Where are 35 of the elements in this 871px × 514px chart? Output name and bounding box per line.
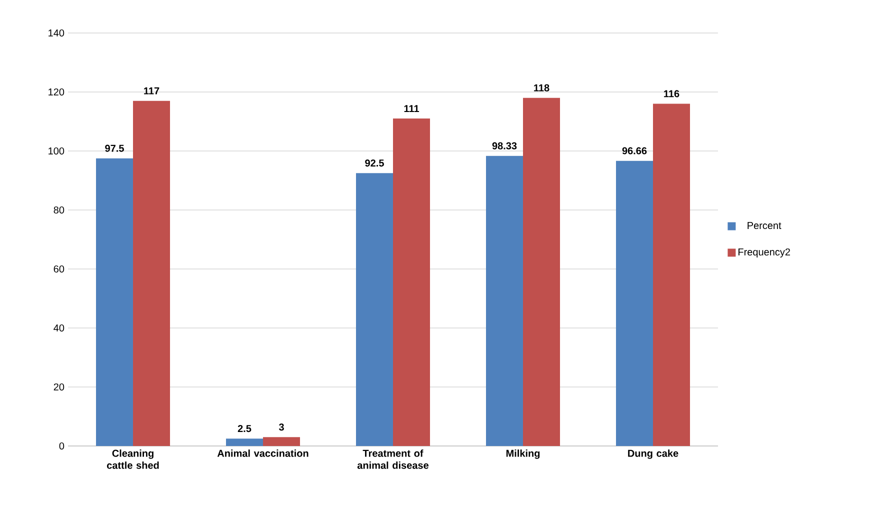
x-tick-label: Dung cake <box>628 450 678 459</box>
bar <box>652 104 690 446</box>
bar <box>522 98 560 446</box>
data-label: 97.5 <box>105 144 124 152</box>
bar <box>393 118 430 446</box>
data-label: 116 <box>664 90 680 98</box>
x-tick-label: Cleaning cattle shed <box>107 450 159 469</box>
data-label: 118 <box>534 84 550 92</box>
bar <box>356 173 394 446</box>
y-tick-label: 0 <box>59 442 64 450</box>
y-tick-label: 40 <box>54 324 64 332</box>
x-tick-label: Milking <box>506 450 540 459</box>
bar <box>226 438 264 446</box>
data-label: 92.5 <box>365 160 384 167</box>
data-label: 2.5 <box>238 425 252 432</box>
data-label: 98.33 <box>492 142 517 150</box>
data-label: 3 <box>278 424 284 431</box>
bar <box>263 437 300 446</box>
x-tick-label: Treatment of animal disease <box>357 450 429 469</box>
data-label: 96.66 <box>622 147 647 154</box>
y-tick-label: 100 <box>48 147 64 155</box>
legend-label: Percent <box>748 222 782 230</box>
y-tick-label: 120 <box>48 88 64 96</box>
y-tick-label: 20 <box>54 383 64 391</box>
y-tick-label: 60 <box>54 265 64 273</box>
y-tick-label: 80 <box>54 206 64 214</box>
data-label: 111 <box>404 105 420 112</box>
y-tick-label: 140 <box>48 29 64 37</box>
bar <box>96 158 134 446</box>
data-label: 117 <box>144 87 160 94</box>
bar <box>616 160 653 446</box>
bar <box>486 156 523 446</box>
x-tick-label: Animal vaccination <box>217 450 308 457</box>
legend-label: Frequency2 <box>738 248 790 258</box>
bar <box>133 100 170 446</box>
